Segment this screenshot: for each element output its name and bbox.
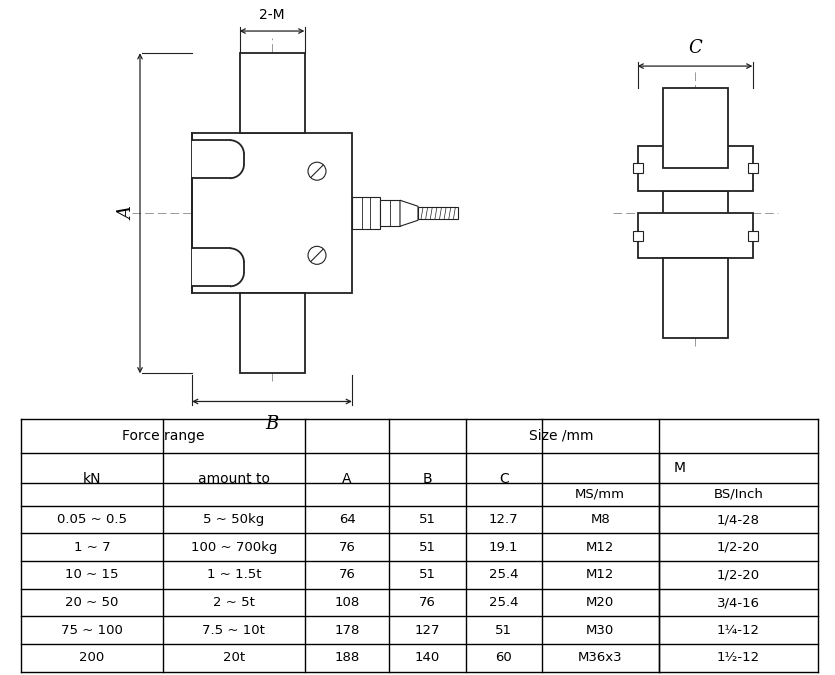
Text: 25.4: 25.4 — [489, 596, 519, 609]
Text: B: B — [423, 472, 433, 486]
Text: amount to: amount to — [198, 472, 270, 486]
Text: 1 ~ 1.5t: 1 ~ 1.5t — [206, 568, 261, 581]
Text: 51: 51 — [419, 541, 436, 554]
Text: MS/mm: MS/mm — [575, 488, 625, 501]
Bar — [637, 213, 752, 259]
Text: M8: M8 — [590, 513, 610, 526]
Bar — [352, 197, 380, 230]
Text: 19.1: 19.1 — [489, 541, 519, 554]
Text: 76: 76 — [419, 596, 436, 609]
Text: 51: 51 — [495, 624, 512, 637]
Text: Size /mm: Size /mm — [529, 429, 594, 443]
Text: 51: 51 — [419, 513, 436, 526]
Bar — [240, 53, 305, 133]
Text: 51: 51 — [419, 568, 436, 581]
Bar — [632, 163, 642, 173]
Bar — [637, 146, 752, 191]
Text: C: C — [688, 39, 702, 57]
Text: B: B — [266, 416, 279, 433]
Text: BS/Inch: BS/Inch — [714, 488, 763, 501]
Text: 10 ~ 15: 10 ~ 15 — [65, 568, 119, 581]
Text: C: C — [498, 472, 509, 486]
Text: 75 ~ 100: 75 ~ 100 — [61, 624, 123, 637]
Text: 1/4-28: 1/4-28 — [717, 513, 760, 526]
Text: 200: 200 — [79, 651, 104, 664]
Text: 2 ~ 5t: 2 ~ 5t — [213, 596, 255, 609]
Bar — [662, 88, 727, 168]
Text: 20 ~ 50: 20 ~ 50 — [65, 596, 119, 609]
Text: Force range: Force range — [122, 429, 204, 443]
Bar — [380, 200, 400, 226]
Text: 1 ~ 7: 1 ~ 7 — [73, 541, 110, 554]
Text: 178: 178 — [334, 624, 360, 637]
Text: 60: 60 — [495, 651, 512, 664]
Bar — [632, 231, 642, 241]
Text: 5 ~ 50kg: 5 ~ 50kg — [203, 513, 265, 526]
Text: A: A — [342, 472, 352, 486]
Bar — [192, 133, 352, 294]
Bar — [747, 163, 757, 173]
Bar — [662, 259, 727, 338]
Text: 140: 140 — [415, 651, 440, 664]
Text: A: A — [118, 207, 136, 220]
Text: 1/2-20: 1/2-20 — [717, 541, 760, 554]
Text: 64: 64 — [339, 513, 356, 526]
Bar — [662, 191, 727, 236]
Text: 76: 76 — [338, 568, 356, 581]
Polygon shape — [400, 200, 418, 226]
Text: 1½-12: 1½-12 — [717, 651, 760, 664]
Text: 108: 108 — [334, 596, 360, 609]
Text: 188: 188 — [334, 651, 360, 664]
Text: M36x3: M36x3 — [578, 651, 623, 664]
Text: kN: kN — [83, 472, 101, 486]
Bar — [192, 140, 244, 178]
Text: 2-M: 2-M — [259, 8, 285, 22]
Bar — [240, 294, 305, 373]
Text: 1¼-12: 1¼-12 — [717, 624, 760, 637]
Bar — [747, 231, 757, 241]
Text: M30: M30 — [586, 624, 615, 637]
Bar — [192, 248, 244, 286]
Text: 12.7: 12.7 — [489, 513, 519, 526]
Bar — [418, 207, 458, 219]
Text: M20: M20 — [586, 596, 615, 609]
Text: 76: 76 — [338, 541, 356, 554]
Text: 127: 127 — [415, 624, 440, 637]
Text: 1/2-20: 1/2-20 — [717, 568, 760, 581]
Text: M12: M12 — [586, 541, 615, 554]
Text: 25.4: 25.4 — [489, 568, 519, 581]
Text: 100 ~ 700kg: 100 ~ 700kg — [190, 541, 277, 554]
Text: M: M — [674, 461, 686, 475]
Text: 7.5 ~ 10t: 7.5 ~ 10t — [202, 624, 266, 637]
Text: 0.05 ~ 0.5: 0.05 ~ 0.5 — [57, 513, 127, 526]
Text: M12: M12 — [586, 568, 615, 581]
Text: 3/4-16: 3/4-16 — [717, 596, 760, 609]
Text: 20t: 20t — [223, 651, 245, 664]
